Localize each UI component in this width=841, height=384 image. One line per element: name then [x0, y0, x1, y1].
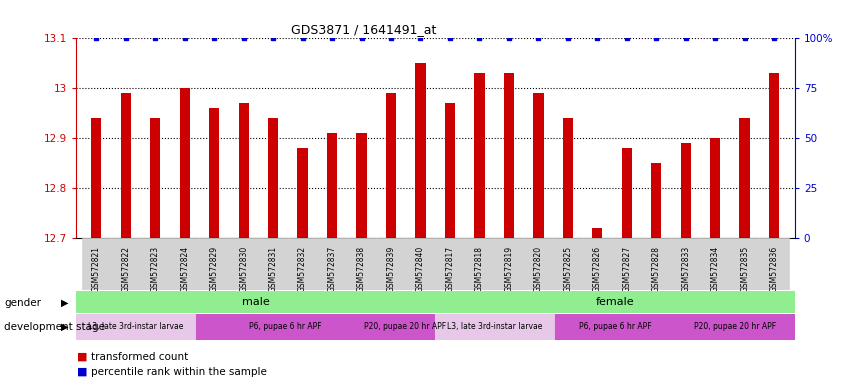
- Text: GSM572840: GSM572840: [416, 246, 425, 292]
- Bar: [258, 238, 288, 290]
- Bar: [111, 238, 140, 290]
- Bar: [465, 238, 495, 290]
- Bar: [195, 314, 375, 340]
- Bar: [769, 73, 780, 238]
- Bar: [583, 238, 612, 290]
- Bar: [592, 228, 602, 238]
- Text: P6, pupae 6 hr APF: P6, pupae 6 hr APF: [579, 322, 651, 331]
- Text: P20, pupae 20 hr APF: P20, pupae 20 hr APF: [694, 322, 776, 331]
- Text: GSM572818: GSM572818: [475, 246, 484, 292]
- Text: L3, late 3rd-instar larvae: L3, late 3rd-instar larvae: [447, 322, 542, 331]
- Text: GSM572835: GSM572835: [740, 246, 749, 292]
- Bar: [533, 93, 543, 238]
- Bar: [317, 238, 346, 290]
- Bar: [170, 238, 199, 290]
- Title: GDS3871 / 1641491_at: GDS3871 / 1641491_at: [291, 23, 436, 36]
- Text: gender: gender: [4, 298, 41, 308]
- Bar: [415, 63, 426, 238]
- Text: GSM572838: GSM572838: [357, 246, 366, 292]
- Text: GSM572824: GSM572824: [180, 246, 189, 292]
- Bar: [298, 148, 308, 238]
- Bar: [674, 314, 795, 340]
- Bar: [612, 238, 642, 290]
- Text: GSM572828: GSM572828: [652, 246, 661, 292]
- Text: male: male: [241, 297, 269, 307]
- Bar: [120, 93, 131, 238]
- Text: percentile rank within the sample: percentile rank within the sample: [91, 367, 267, 377]
- Text: GSM572826: GSM572826: [593, 246, 602, 292]
- Bar: [150, 118, 161, 238]
- Text: GSM572830: GSM572830: [239, 246, 248, 292]
- Text: GSM572821: GSM572821: [92, 246, 101, 292]
- Bar: [730, 238, 759, 290]
- Bar: [671, 238, 701, 290]
- Text: P20, pupae 20 hr APF: P20, pupae 20 hr APF: [364, 322, 447, 331]
- Bar: [563, 118, 573, 238]
- Bar: [405, 238, 436, 290]
- Bar: [357, 133, 367, 238]
- Text: female: female: [595, 297, 634, 307]
- Bar: [346, 238, 376, 290]
- Bar: [710, 138, 721, 238]
- Bar: [209, 108, 220, 238]
- Bar: [621, 148, 632, 238]
- Text: ■: ■: [77, 352, 87, 362]
- Text: GSM572834: GSM572834: [711, 246, 720, 292]
- Bar: [553, 238, 583, 290]
- Bar: [555, 314, 674, 340]
- Text: ▶: ▶: [61, 298, 68, 308]
- Bar: [180, 88, 190, 238]
- Text: GSM572817: GSM572817: [446, 246, 454, 292]
- Bar: [701, 238, 730, 290]
- Bar: [375, 314, 436, 340]
- Bar: [680, 143, 690, 238]
- Text: GSM572833: GSM572833: [681, 246, 690, 292]
- Bar: [504, 73, 514, 238]
- Bar: [759, 238, 789, 290]
- Bar: [445, 103, 455, 238]
- Bar: [199, 238, 229, 290]
- Bar: [474, 73, 484, 238]
- Bar: [239, 103, 249, 238]
- Text: development stage: development stage: [4, 322, 105, 332]
- Text: GSM572839: GSM572839: [387, 246, 395, 292]
- Bar: [76, 314, 195, 340]
- Bar: [82, 238, 111, 290]
- Bar: [91, 118, 102, 238]
- Bar: [436, 238, 465, 290]
- Bar: [229, 238, 258, 290]
- Text: GSM572832: GSM572832: [298, 246, 307, 292]
- Bar: [288, 238, 317, 290]
- Text: GSM572836: GSM572836: [770, 246, 779, 292]
- Text: transformed count: transformed count: [91, 352, 188, 362]
- Text: GSM572829: GSM572829: [209, 246, 219, 292]
- Bar: [327, 133, 337, 238]
- Bar: [436, 291, 795, 313]
- Text: ▶: ▶: [61, 322, 68, 332]
- Text: GSM572823: GSM572823: [151, 246, 160, 292]
- Bar: [436, 314, 555, 340]
- Bar: [524, 238, 553, 290]
- Bar: [268, 118, 278, 238]
- Bar: [642, 238, 671, 290]
- Text: GSM572837: GSM572837: [328, 246, 336, 292]
- Text: GSM572820: GSM572820: [534, 246, 542, 292]
- Text: GSM572822: GSM572822: [121, 246, 130, 292]
- Bar: [76, 291, 436, 313]
- Bar: [140, 238, 170, 290]
- Text: GSM572825: GSM572825: [563, 246, 573, 292]
- Bar: [376, 238, 405, 290]
- Bar: [386, 93, 396, 238]
- Bar: [651, 163, 661, 238]
- Bar: [739, 118, 750, 238]
- Bar: [495, 238, 524, 290]
- Text: P6, pupae 6 hr APF: P6, pupae 6 hr APF: [249, 322, 322, 331]
- Text: GSM572819: GSM572819: [505, 246, 513, 292]
- Text: L3, late 3rd-instar larvae: L3, late 3rd-instar larvae: [88, 322, 183, 331]
- Text: GSM572827: GSM572827: [622, 246, 632, 292]
- Text: ■: ■: [77, 367, 87, 377]
- Text: GSM572831: GSM572831: [268, 246, 278, 292]
